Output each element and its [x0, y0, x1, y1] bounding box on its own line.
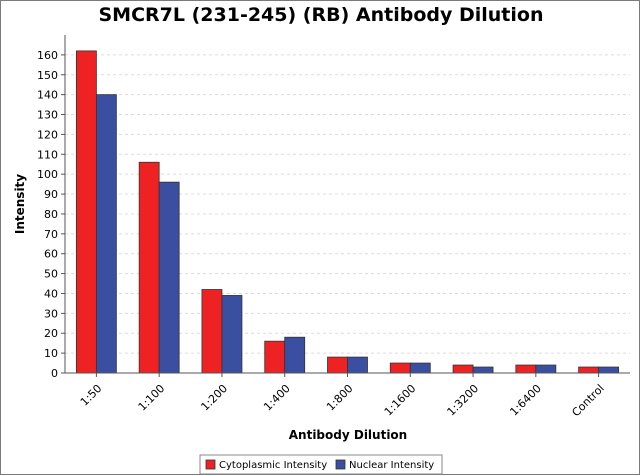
- bar-nuclear: [158, 181, 180, 374]
- y-tick-label: 140: [37, 89, 58, 102]
- legend-box: [199, 454, 443, 475]
- bar-cytoplasmic: [327, 356, 348, 374]
- y-tick-label: 100: [37, 168, 58, 181]
- x-tick-label: 1:800: [324, 382, 356, 414]
- legend-label: Nuclear Intensity: [349, 460, 434, 471]
- y-tick-label: 0: [51, 367, 58, 380]
- y-tick-label: 10: [44, 347, 58, 360]
- bar-cytoplasmic: [389, 362, 411, 374]
- bar-nuclear: [472, 366, 494, 374]
- bar-nuclear: [347, 356, 368, 374]
- bar-nuclear: [409, 362, 431, 374]
- y-tick-label: 20: [44, 327, 58, 340]
- legend-swatch: [205, 459, 216, 470]
- bar-nuclear: [284, 336, 306, 374]
- y-tick-label: 30: [44, 307, 58, 320]
- x-tick-label: 1:50: [78, 382, 105, 409]
- bar-cytoplasmic: [578, 366, 600, 374]
- bar-cytoplasmic: [75, 50, 97, 374]
- bar-cytoplasmic: [201, 289, 223, 374]
- bars: [75, 50, 620, 374]
- y-tick-label: 70: [44, 228, 58, 241]
- legend-swatch: [335, 459, 346, 470]
- legend: Cytoplasmic Intensity Nuclear Intensity: [199, 454, 443, 475]
- y-tick-label: 110: [37, 148, 58, 161]
- bar-cytoplasmic: [264, 340, 286, 374]
- y-axis-label: Intensity: [13, 174, 27, 234]
- x-tick-label: Control: [569, 382, 606, 419]
- y-tick-label: 50: [44, 268, 58, 281]
- y-tick-label: 120: [37, 128, 58, 141]
- bar-nuclear: [535, 364, 557, 374]
- bar-nuclear: [95, 94, 117, 374]
- grid-lines: [65, 54, 630, 354]
- x-axis-ticks: 1:50 1:100 1:200 1:400 1:800 1:1600 1:3200 1:64…: [78, 373, 607, 419]
- y-tick-label: 130: [37, 109, 58, 122]
- bar-nuclear: [598, 366, 620, 374]
- x-tick-label: 1:100: [136, 382, 168, 414]
- y-tick-label: 160: [37, 49, 58, 62]
- legend-label: Cytoplasmic Intensity: [219, 460, 327, 471]
- x-axis-label: Antibody Dilution: [289, 428, 407, 442]
- bar-cytoplasmic: [138, 161, 160, 374]
- x-tick-label: 1:400: [261, 382, 293, 414]
- x-tick-label: 1:6400: [507, 382, 544, 419]
- bar-nuclear: [221, 295, 243, 374]
- y-tick-label: 90: [44, 188, 58, 201]
- y-axis-ticks: 0 10 20 30 40 50 60 70 80 90 100 110 120 130 140 150 160: [37, 49, 65, 380]
- x-tick-label: 1:200: [198, 382, 230, 414]
- x-tick-label: 1:1600: [382, 382, 419, 419]
- bar-cytoplasmic: [515, 364, 537, 374]
- y-tick-label: 60: [44, 248, 58, 261]
- chart-title: SMCR7L (231-245) (RB) Antibody Dilution: [99, 4, 544, 26]
- bar-cytoplasmic: [452, 364, 474, 374]
- x-tick-label: 1:3200: [445, 382, 482, 419]
- y-tick-label: 40: [44, 287, 58, 300]
- y-tick-label: 150: [37, 69, 58, 82]
- y-tick-label: 80: [44, 208, 58, 221]
